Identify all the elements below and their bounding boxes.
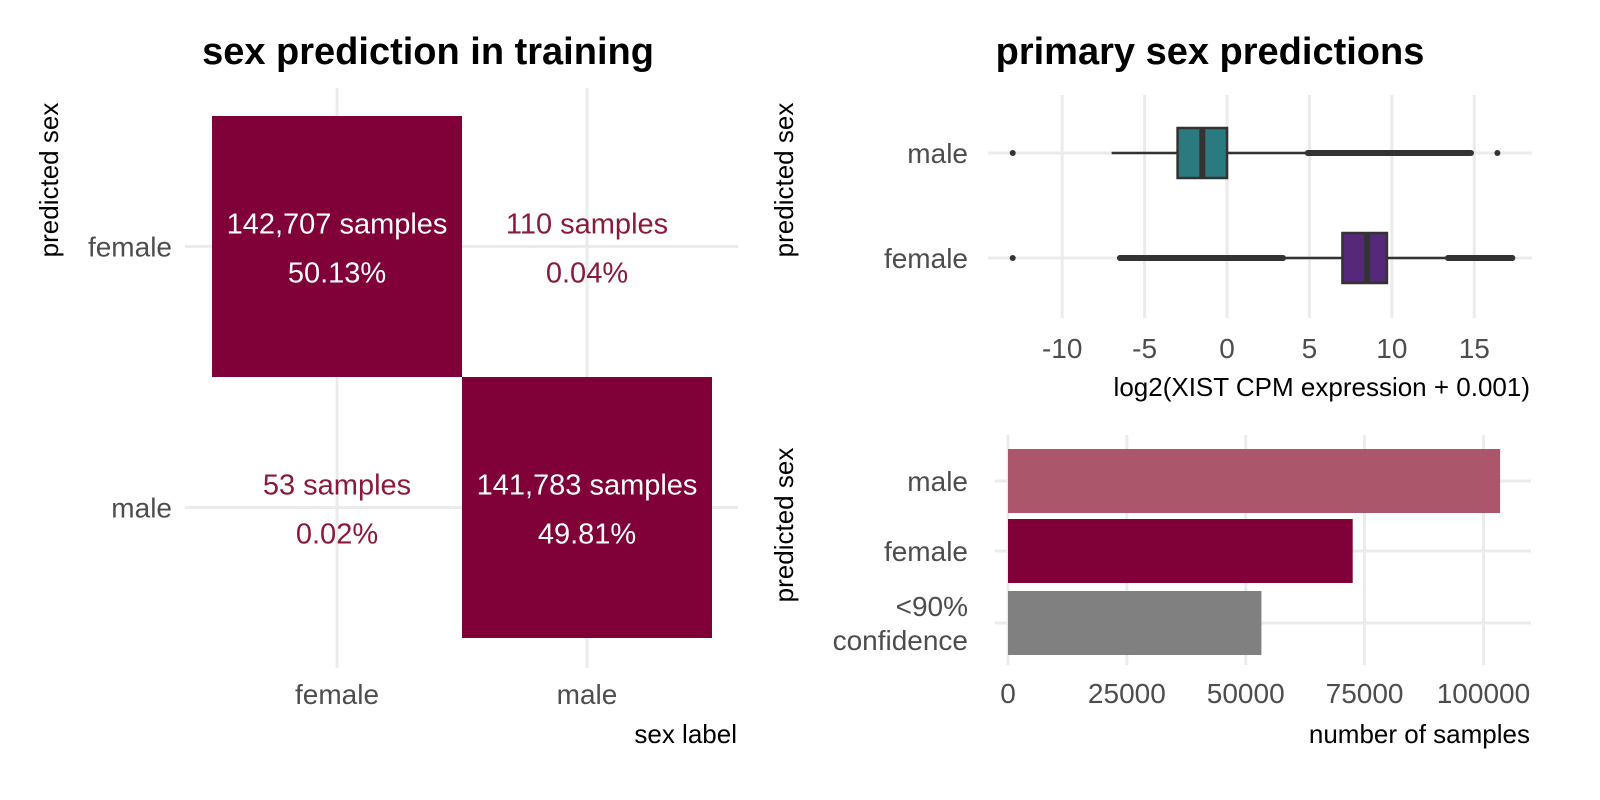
bar-y-tick-label: male <box>907 466 968 497</box>
boxplot-x-tick-label: 0 <box>1219 333 1235 364</box>
heatmap-pct-label: 0.04% <box>546 258 628 290</box>
heatmap-x-tick-label: male <box>557 679 618 710</box>
bar-y-tick-label: confidence <box>833 625 968 656</box>
boxplot-x-tick-label: 15 <box>1459 333 1490 364</box>
bar-1 <box>1008 519 1353 583</box>
bar-x-tick-label: 25000 <box>1088 678 1166 709</box>
boxplot-x-axis-label: log2(XIST CPM expression + 0.001) <box>1114 372 1530 402</box>
heatmap-cell-female-female <box>212 116 462 377</box>
bar-y-tick-label: <90% <box>896 591 968 622</box>
bar-x-tick-label: 75000 <box>1326 678 1404 709</box>
boxplot-outlier-point-female <box>1009 255 1016 261</box>
boxplot-title: primary sex predictions <box>996 31 1425 73</box>
heatmap-count-label: 141,783 samples <box>477 470 698 502</box>
bar-x-axis-label: number of samples <box>1309 719 1530 749</box>
bar-y-axis-label: predicted sex <box>769 448 799 603</box>
boxplot-x-tick-label: -5 <box>1132 333 1157 364</box>
boxplot-outlier-point-male <box>1009 150 1016 156</box>
heatmap-count-label: 53 samples <box>263 470 411 502</box>
heatmap-y-tick-label: female <box>88 232 172 263</box>
heatmap-count-label: 110 samples <box>506 209 668 241</box>
bar-0 <box>1008 449 1501 513</box>
bar-x-tick-label: 100000 <box>1437 678 1530 709</box>
bar-2 <box>1008 591 1262 655</box>
boxplot-outlier-point-male <box>1494 150 1501 156</box>
boxplot-y-axis-label: predicted sex <box>769 103 799 258</box>
heatmap-title: sex prediction in training <box>202 31 654 73</box>
bar-x-tick-label: 0 <box>1000 678 1016 709</box>
boxplot-x-tick-label: 10 <box>1376 333 1407 364</box>
heatmap-y-axis-label: predicted sex <box>34 103 64 258</box>
boxplot-outlier-point-female <box>1509 255 1516 261</box>
boxplot-y-tick-label: female <box>884 243 968 274</box>
bar-y-tick-label: female <box>884 536 968 567</box>
heatmap-y-tick-label: male <box>111 493 172 524</box>
boxplot-y-tick-label: male <box>907 138 968 169</box>
boxplot-x-tick-label: 5 <box>1302 333 1318 364</box>
heatmap-cell-male-male <box>462 377 712 638</box>
heatmap-pct-label: 0.02% <box>296 519 378 551</box>
heatmap-pct-label: 49.81% <box>538 519 636 551</box>
heatmap-count-label: 142,707 samples <box>227 209 448 241</box>
heatmap-pct-label: 50.13% <box>288 258 386 290</box>
heatmap-x-axis-label: sex label <box>634 719 737 749</box>
bar-x-tick-label: 50000 <box>1207 678 1285 709</box>
heatmap-x-tick-label: female <box>295 679 379 710</box>
boxplot-x-tick-label: -10 <box>1042 333 1082 364</box>
